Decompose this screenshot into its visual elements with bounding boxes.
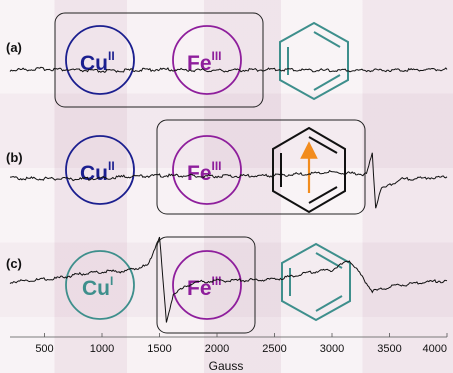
cu-circle-b bbox=[65, 135, 135, 205]
fe-label-c: FeIII bbox=[187, 274, 222, 300]
spectrum-trace-c bbox=[9, 236, 448, 323]
x-tick-label: 3000 bbox=[320, 343, 344, 355]
panel-label-c: (c) bbox=[6, 256, 22, 271]
cu-circle-c bbox=[65, 250, 135, 320]
x-tick-label: 1000 bbox=[90, 343, 114, 355]
fe-label-a: FeIII bbox=[187, 49, 222, 75]
cu-label-b: CuII bbox=[80, 159, 115, 185]
x-tick-label: 3500 bbox=[377, 343, 401, 355]
fe-circle-c bbox=[172, 250, 242, 320]
x-axis-label: Gauss bbox=[209, 359, 244, 373]
x-tick-label: 2000 bbox=[205, 343, 229, 355]
cu-circle-a bbox=[65, 25, 135, 95]
panel-label-a: (a) bbox=[6, 40, 22, 55]
cu-label-a: CuII bbox=[80, 49, 115, 75]
fe-circle-a bbox=[172, 25, 242, 95]
box-a bbox=[54, 12, 264, 108]
box-b bbox=[156, 119, 366, 215]
x-tick-label: 2500 bbox=[262, 343, 286, 355]
cu-label-c: CuI bbox=[82, 274, 113, 300]
benzene-ring-c bbox=[281, 242, 351, 322]
benzene-ring-b bbox=[272, 126, 346, 214]
fe-label-b: FeIII bbox=[187, 159, 222, 185]
benzene-ring-a bbox=[279, 21, 349, 101]
spectrum-trace-a bbox=[9, 66, 448, 73]
x-tick-label: 500 bbox=[35, 343, 53, 355]
x-tick-label: 4000 bbox=[423, 343, 447, 355]
spectrum-trace-b bbox=[10, 152, 448, 209]
x-tick-label: 1500 bbox=[147, 343, 171, 355]
panel-label-b: (b) bbox=[6, 150, 23, 165]
box-c bbox=[156, 236, 256, 334]
fe-circle-b bbox=[172, 135, 242, 205]
